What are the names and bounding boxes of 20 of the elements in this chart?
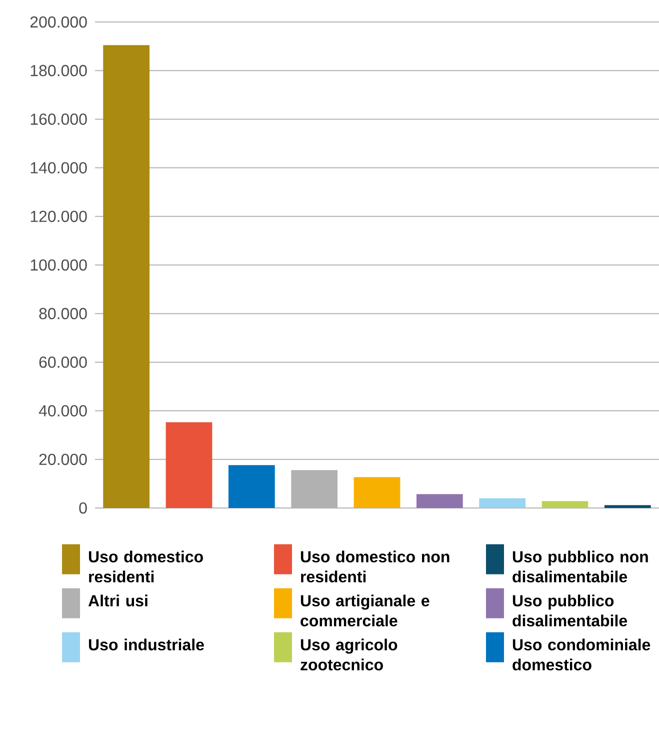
legend-label: Uso pubblico non disalimentabile xyxy=(512,550,648,582)
y-tick-label: 140.000 xyxy=(30,162,87,174)
legend-label: Uso pubblico disalimentabile xyxy=(512,594,628,626)
y-tick-label: 180.000 xyxy=(30,64,87,76)
legend-label: Uso industriale xyxy=(88,638,204,650)
legend-label: Uso agricolo zootecnico xyxy=(300,638,398,670)
legend-label: Altri usi xyxy=(88,594,148,606)
y-tick-label: 200.000 xyxy=(30,16,87,28)
legend-label: Uso condominiale domestico xyxy=(512,638,650,670)
legend-label: Uso domestico residenti xyxy=(88,550,203,582)
y-tick-label: 20.000 xyxy=(39,454,87,466)
y-tick-label: 100.000 xyxy=(30,259,87,271)
y-tick-label: 0 xyxy=(79,502,87,514)
y-tick-label: 120.000 xyxy=(30,210,87,222)
legend-label: Uso domestico non residenti xyxy=(300,550,450,582)
legend-label: Uso artigianale e commerciale xyxy=(300,594,430,626)
y-tick-label: 160.000 xyxy=(30,114,87,125)
y-tick-label: 60.000 xyxy=(39,356,87,368)
y-tick-label: 40.000 xyxy=(38,405,87,416)
y-tick-label: 80.000 xyxy=(39,308,87,320)
